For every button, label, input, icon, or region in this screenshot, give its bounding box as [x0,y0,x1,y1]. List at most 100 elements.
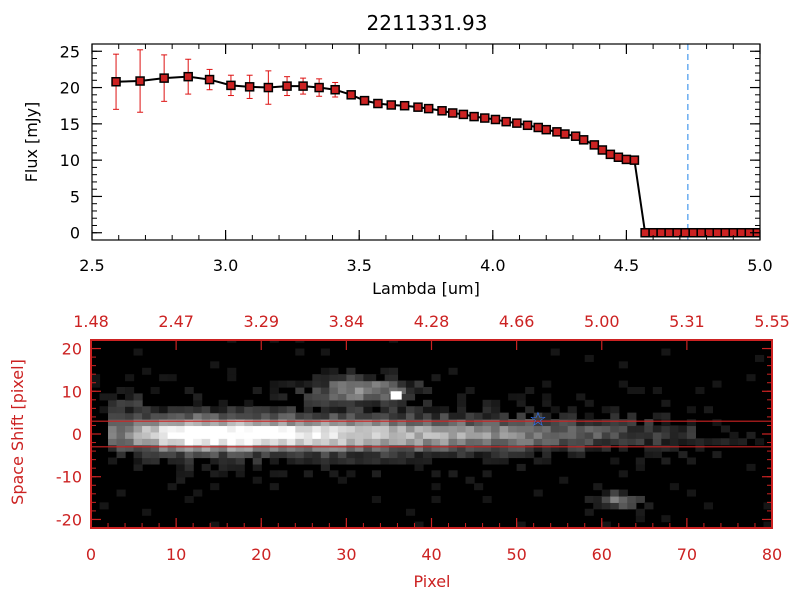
flux-x-tick-label: 3.5 [346,256,371,275]
pixel-x-tick-label: 40 [421,545,441,564]
spectrum-pixel [150,444,160,452]
spectrum-pixel [618,489,628,497]
spectrum-pixel [354,438,364,446]
spectrum-pixel [295,438,305,446]
spectrum-pixel [295,387,305,395]
spectrum-pixel [618,431,628,439]
spectrum-pixel [278,419,288,427]
spectrum-pixel [635,515,645,523]
spectrum-pixel [210,419,220,427]
spectrum-pixel [346,367,356,375]
spectrum-pixel [661,399,671,407]
pixel-x-tick-label: 0 [86,545,96,564]
spectrum-pixel [457,444,467,452]
spectrum-pixel [474,451,484,459]
spectrum-pixel [576,438,586,446]
spectrum-pixel [252,438,262,446]
spectrum-pixel [414,463,424,471]
spectrum-pixel [218,399,228,407]
spectrum-pixel [405,451,416,459]
spectrum-pixel [125,393,135,401]
spectrum-pixel [516,463,526,471]
spectrum-pixel [371,444,382,452]
spectrum-pixel [142,431,152,439]
spectrum-pixel [159,425,169,433]
spectrum-pixel [448,425,458,433]
spectrum-pixel [525,419,535,427]
spectrum-pixel [635,438,645,446]
spectrum-pixel [584,444,594,452]
spectrum-pixel [397,393,407,401]
space-shift-y-tick-label: 10 [62,382,82,401]
spectrum-pixel [525,431,535,439]
spectrum-pixel [235,438,245,446]
spectrum-pixel [303,457,313,465]
spectrum-pixel [440,425,450,433]
spectrum-pixel [269,457,279,465]
flux-y-tick-label: 20 [60,79,80,98]
spectrum-pixel [337,412,347,420]
spectrum-pixel [201,412,211,420]
spectrum-pixel [371,425,382,433]
spectrum-pixel [150,419,160,427]
spectrum-pixel [133,419,143,427]
spectrum-pixel [422,431,433,439]
spectrum-pixel [354,419,364,427]
spectrum-pixel [176,406,186,414]
spectrum-pixel [337,380,347,388]
spectrum-pixel [669,431,679,439]
spectrum-pixel [703,502,714,510]
spectrum-pixel [235,470,245,478]
flux-y-tick-label: 5 [70,187,80,206]
spectrum-pixel [252,412,262,420]
spectrum-pixel [474,431,484,439]
spectrum-pixel [312,380,322,388]
spectrum-pixel [218,444,228,452]
spectrum-pixel [652,444,662,452]
spectrum-pixel [176,425,186,433]
spectrum-pixel [635,457,645,465]
flux-data-point [373,98,383,109]
spectrum-pixel [601,521,611,528]
spectrum-pixel [440,444,450,452]
spectrum-pixel [354,380,364,388]
flux-data-point [712,227,722,238]
spectrum-pixel [550,419,560,427]
spectrum-pixel [652,412,662,420]
spectrum-pixel [414,406,424,414]
spectrum-pixel [142,412,152,420]
flux-x-tick-label: 4.5 [614,256,639,275]
wavelength-top-tick-label: 2.47 [158,312,194,331]
spectrum-pixel [584,412,594,420]
flux-data-point [696,227,706,238]
spectrum-pixel [269,438,279,446]
spectrum-pixel [286,451,296,459]
spectrum-pixel [388,406,399,414]
spectrum-pixel [380,451,390,459]
spectrum-pixel [312,457,322,465]
spectrum-pixel [227,457,237,465]
spectrum-pixel [320,431,330,439]
spectrum-pixel [414,387,424,395]
spectrum-pixel-bright [390,391,402,400]
spectrum-pixel [491,451,501,459]
spectrum-pixel [278,412,288,420]
spectrum-pixel [227,463,237,471]
spectrum-pixel [193,489,203,497]
spectrum-pixel [516,393,526,401]
spectrum-pixel [618,438,628,446]
spectrum-pixel [244,399,254,407]
spectrum-pixel [703,406,714,414]
spectrum-pixel [405,406,416,414]
spectrum-pixel [388,451,399,459]
flux-data-point [183,71,193,82]
spectrum-pixel [618,495,628,503]
spectrum-pixel [295,425,305,433]
spectrum-pixel [610,502,620,510]
spectrum-pixel [465,451,475,459]
spectrum-pixel [116,431,126,439]
spectrum-pixel [584,419,594,427]
spectrum-pixel [218,451,228,459]
spectrum-pixel [218,463,228,471]
spectrum-pixel [320,387,330,395]
